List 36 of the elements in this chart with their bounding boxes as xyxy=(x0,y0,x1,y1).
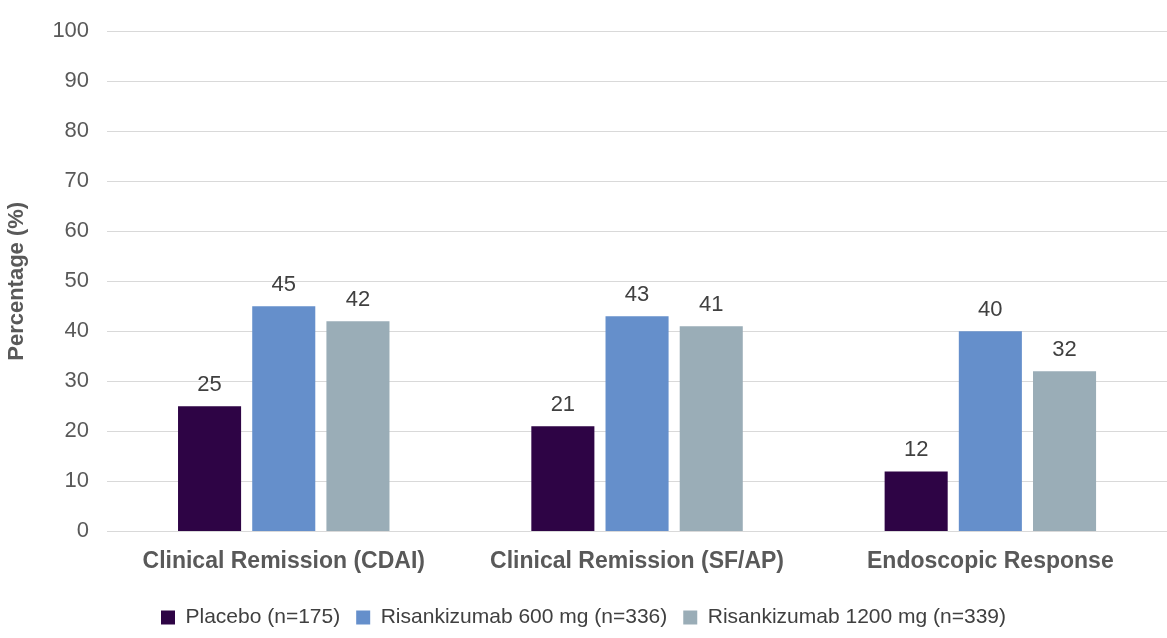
x-tick-label: Clinical Remission (CDAI) xyxy=(142,546,425,573)
bar xyxy=(679,326,743,531)
y-tick-label: 30 xyxy=(64,367,90,393)
data-label: 41 xyxy=(699,291,724,317)
bar xyxy=(605,316,669,531)
legend-label: Risankizumab 600 mg (n=336) xyxy=(380,604,668,628)
y-tick-label: 20 xyxy=(64,417,90,443)
y-tick-label: 40 xyxy=(64,317,90,343)
data-label: 21 xyxy=(550,391,576,417)
legend-label: Placebo (n=175) xyxy=(185,604,341,628)
data-label: 12 xyxy=(903,436,929,462)
y-tick-label: 10 xyxy=(64,467,90,493)
data-label: 25 xyxy=(197,371,222,397)
bar xyxy=(884,471,948,531)
bar xyxy=(1033,371,1097,531)
data-label: 43 xyxy=(624,281,650,307)
data-label: 42 xyxy=(345,286,371,312)
data-label: 40 xyxy=(978,296,1003,322)
y-tick-label: 60 xyxy=(64,217,90,243)
bar xyxy=(531,426,595,531)
x-tick-label: Endoscopic Response xyxy=(867,546,1114,573)
data-label: 32 xyxy=(1052,336,1077,362)
bar xyxy=(326,321,390,531)
y-tick-label: 0 xyxy=(76,517,90,543)
y-axis-title: Percentage (%) xyxy=(3,201,29,361)
bar xyxy=(178,406,242,531)
legend-label: Risankizumab 1200 mg (n=339) xyxy=(707,604,1007,628)
y-tick-label: 50 xyxy=(64,267,90,293)
data-label: 45 xyxy=(271,271,296,297)
x-tick-label: Clinical Remission (SF/AP) xyxy=(490,546,785,573)
y-tick-label: 80 xyxy=(64,117,90,143)
y-tick-label: 70 xyxy=(64,167,90,193)
bar xyxy=(958,331,1022,531)
y-tick-label: 90 xyxy=(64,67,90,93)
y-tick-label: 100 xyxy=(52,17,90,43)
bar xyxy=(252,306,316,531)
